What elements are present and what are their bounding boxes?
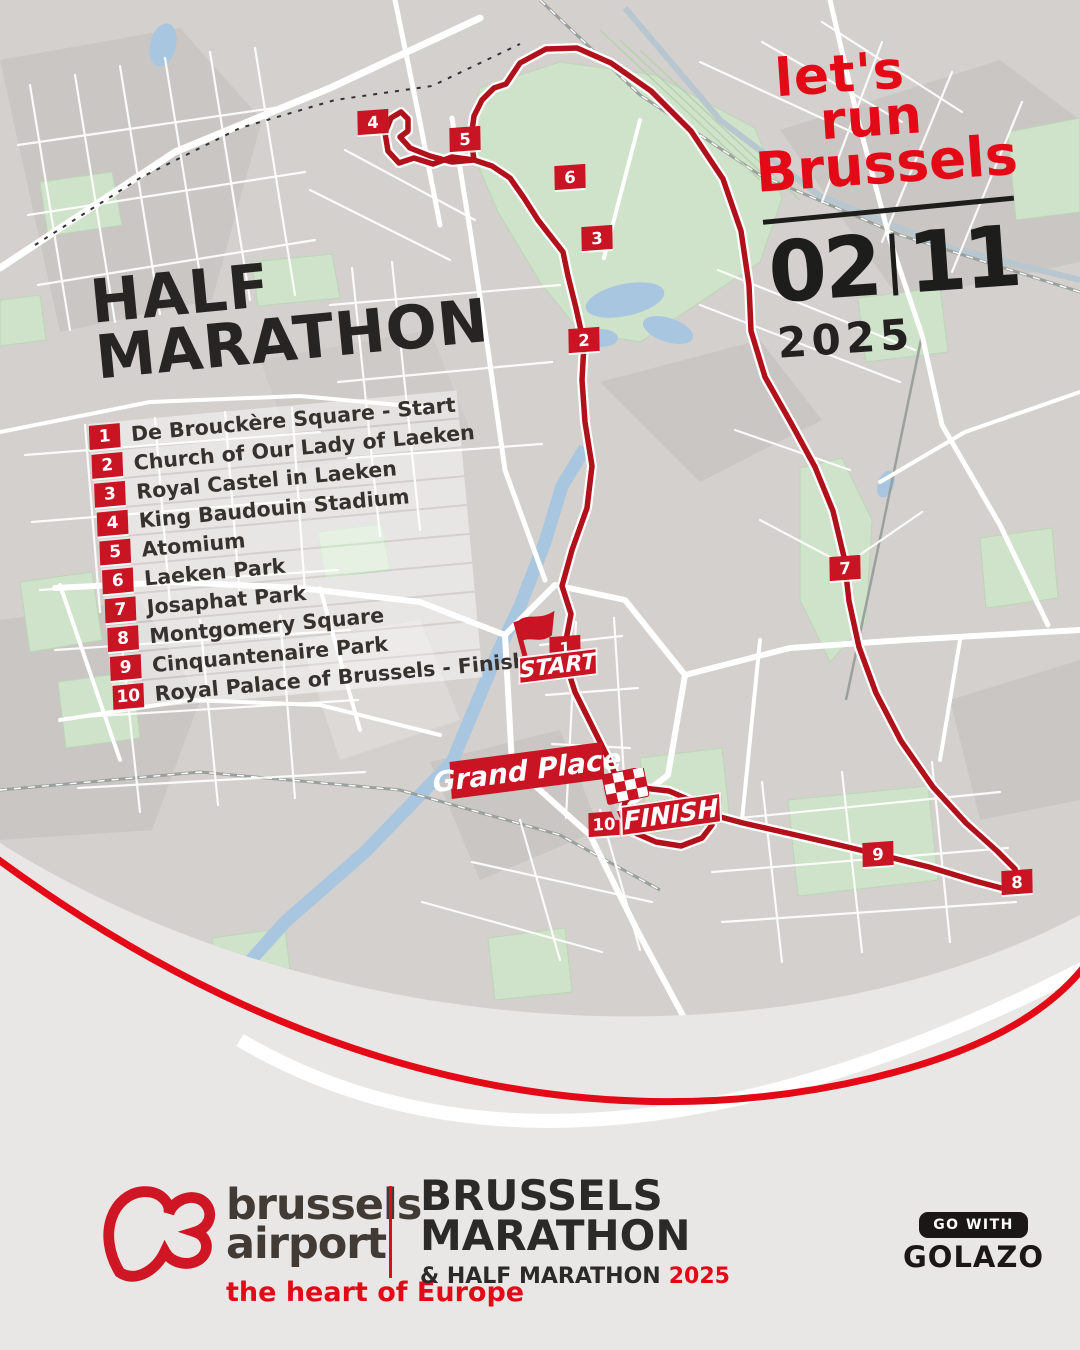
legend-number-badge: 3 [94,480,126,508]
route-marker-5: 5 [449,125,481,153]
airport-tagline: the heart of Europe [226,1277,525,1309]
route-marker-4: 4 [357,108,389,136]
airport-name-2: airport [226,1218,387,1269]
route-marker-9: 9 [862,840,894,868]
river [622,6,1080,283]
logo-line-brussels: Brussels [753,123,1020,206]
marathon-wordmark: BRUSSELS MARATHON & HALF MARATHON 2025 [420,1171,730,1289]
airport-heart-icon [103,1186,216,1282]
golazo-brand: GOLAZO [903,1240,1045,1274]
legend-number-badge: 10 [112,682,145,710]
legend-number-badge: 5 [99,538,132,565]
white-swoosh [236,962,1080,1128]
legend-number-badge: 6 [101,567,134,594]
marathon-line-2: MARATHON [420,1210,691,1260]
golazo-pill: GO WITH [919,1212,1028,1238]
footer: brussels airport the heart of Europe BRU… [0,1160,1080,1350]
legend-list: 1 De Brouckère Square - Start 2 Church of O… [88,390,528,712]
event-date: 02 11 [765,206,1075,323]
roads [0,0,1080,1017]
legend-number-badge: 9 [109,653,142,681]
legend-number-badge: 2 [91,451,124,479]
red-swoosh [0,856,1080,1106]
airport-text: brussels airport the heart of Europe [226,1184,525,1309]
route-marker-3: 3 [581,224,613,252]
event-logo-block: let's run Brussels 02 11 2025 [748,38,1079,369]
finish-flag-icon [601,768,650,820]
route-marker-2: 2 [568,326,600,354]
date-day: 02 [765,216,883,323]
legend-number-badge: 8 [107,624,139,652]
date-separator [888,233,899,296]
golazo-logo: GO WITH GOLAZO [903,1212,1044,1274]
legend-number-badge: 1 [88,422,121,450]
marathon-line-1: BRUSSELS [420,1171,663,1220]
legend-number-badge: 7 [104,595,137,623]
legend-number-badge: 4 [96,509,129,537]
footer-divider [389,1186,392,1278]
date-month: 11 [904,206,1023,313]
brussels-airport-logo: brussels airport the heart of Europe [100,1172,524,1308]
route-marker-8: 8 [1001,868,1033,896]
canal [208,444,591,1017]
marathon-subline: & HALF MARATHON 2025 [420,1264,730,1289]
route-marker-7: 7 [829,554,861,582]
route-marker-6: 6 [554,163,586,191]
marathon-subline-black: & HALF MARATHON [420,1263,661,1289]
marathon-subline-year: 2025 [668,1263,730,1289]
